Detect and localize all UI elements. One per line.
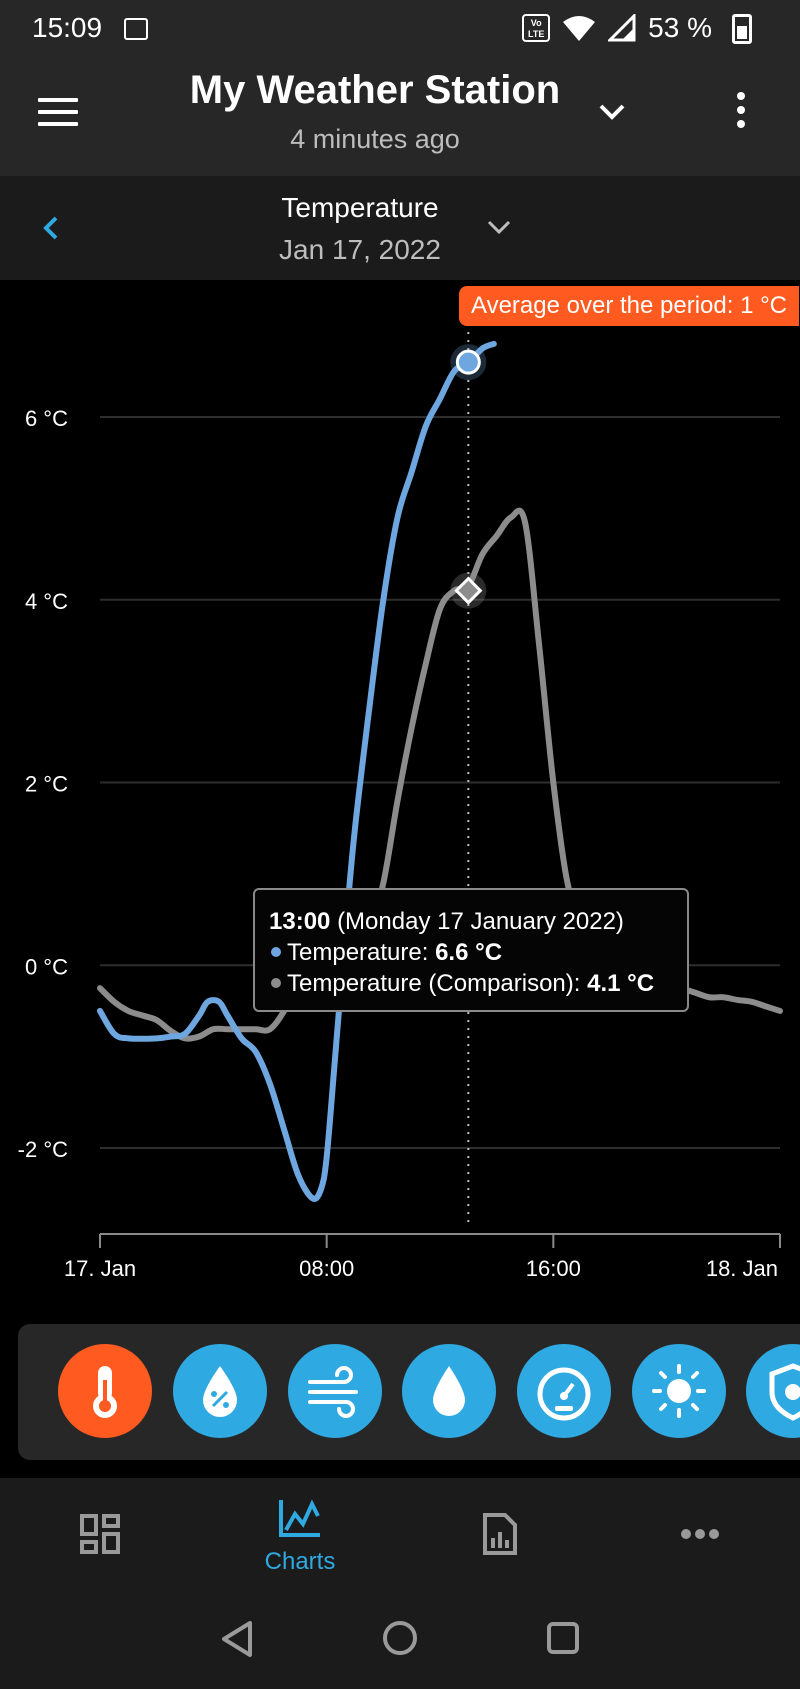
nav-dashboard[interactable] (0, 1478, 200, 1588)
series-dot-icon (271, 978, 281, 988)
menu-icon[interactable] (38, 98, 78, 128)
tooltip-time: 13:00 (269, 908, 331, 935)
dashboard-icon (80, 1514, 120, 1554)
station-chevron-down-icon[interactable] (596, 96, 628, 128)
status-time: 15:09 (32, 12, 103, 43)
chart-canvas[interactable]: 6 °C 4 °C 2 °C 0 °C -2 °C 17. Jan 08:00 16:00 18… (0, 280, 800, 1290)
status-indicators: Vo LTE 53 % (522, 12, 712, 44)
charts-icon (279, 1499, 320, 1537)
marker-comparison (454, 576, 483, 605)
metric-button-wind[interactable] (288, 1344, 382, 1438)
y-tick-label: 2 °C (25, 772, 68, 797)
more-options-icon[interactable] (733, 92, 749, 136)
x-tick-label: 08:00 (299, 1256, 354, 1281)
metric-button-sun[interactable] (632, 1344, 726, 1438)
y-tick-label: 0 °C (25, 954, 68, 979)
metric-button-temperature[interactable] (58, 1344, 152, 1438)
system-navigation (0, 1588, 800, 1689)
tooltip-row1-label: Temperature: (287, 939, 429, 966)
marker-temperature (455, 349, 481, 375)
previous-day-chevron-icon[interactable] (36, 212, 66, 244)
pressure-gauge-icon (537, 1367, 591, 1421)
metric-date[interactable]: Jan 17, 2022 (279, 234, 441, 265)
report-icon (483, 1513, 517, 1555)
thermometer-icon (93, 1366, 117, 1418)
metric-chevron-down-icon[interactable] (484, 212, 514, 242)
battery-percent: 53 % (648, 12, 712, 43)
y-tick-label: -2 °C (18, 1137, 68, 1162)
uv-shield-icon (769, 1363, 800, 1421)
x-tick-label: 17. Jan (64, 1256, 136, 1281)
station-title[interactable]: My Weather Station (189, 68, 561, 112)
y-tick-label: 4 °C (25, 589, 68, 614)
series-line-temperature (97, 340, 497, 1202)
tooltip-row-comparison: Temperature (Comparison): 4.1 °C (269, 968, 673, 999)
system-recents-icon[interactable] (546, 1621, 580, 1655)
nav-reports[interactable] (400, 1478, 600, 1588)
last-update: 4 minutes ago (290, 124, 460, 154)
nav-charts-label: Charts (264, 1548, 336, 1575)
x-tick-label: 16:00 (526, 1256, 581, 1281)
battery-icon (732, 14, 752, 44)
series-dot-icon (271, 947, 281, 957)
system-back-icon[interactable] (220, 1620, 256, 1658)
metric-button-pressure[interactable] (517, 1344, 611, 1438)
temperature-chart[interactable]: 6 °C 4 °C 2 °C 0 °C -2 °C 17. Jan 08:00 16:00 18… (0, 280, 800, 1290)
rain-drop-icon (433, 1366, 465, 1416)
system-home-icon[interactable] (382, 1620, 418, 1656)
metric-button-humidity[interactable] (173, 1344, 267, 1438)
metric-title[interactable]: Temperature (281, 192, 439, 223)
humidity-icon (203, 1366, 237, 1417)
chart-tooltip: 13:00 (Monday 17 January 2022) Temperatu… (253, 888, 689, 1012)
tooltip-date: (Monday 17 January 2022) (337, 908, 624, 935)
metric-button-uv[interactable] (746, 1344, 800, 1438)
tooltip-row2-label: Temperature (Comparison): (287, 970, 581, 997)
tooltip-row1-value: 6.6 °C (435, 939, 503, 966)
tooltip-header: 13:00 (Monday 17 January 2022) (269, 906, 673, 937)
signal-icon (608, 14, 636, 42)
sun-icon (652, 1364, 706, 1418)
gallery-notification-icon (124, 18, 148, 40)
metric-selector (18, 1324, 800, 1460)
more-horizontal-icon (681, 1529, 719, 1539)
wifi-icon (563, 16, 596, 41)
nav-more[interactable] (600, 1478, 800, 1588)
average-badge: Average over the period: 1 °C (459, 286, 800, 326)
status-bar: 15:09 Vo LTE 53 % (0, 0, 800, 60)
volte-icon: Vo LTE (522, 14, 551, 42)
nav-charts[interactable]: Charts (200, 1478, 400, 1588)
bottom-navigation: Charts (0, 1478, 800, 1588)
metric-button-rain[interactable] (402, 1344, 496, 1438)
app-header: My Weather Station 4 minutes ago (0, 60, 800, 176)
chart-header: Temperature Jan 17, 2022 (0, 176, 800, 280)
tooltip-row2-value: 4.1 °C (587, 970, 655, 997)
y-tick-label: 6 °C (25, 406, 68, 431)
wind-icon (308, 1366, 358, 1418)
tooltip-row-temperature: Temperature: 6.6 °C (269, 937, 673, 968)
x-tick-label: 18. Jan (706, 1256, 778, 1281)
